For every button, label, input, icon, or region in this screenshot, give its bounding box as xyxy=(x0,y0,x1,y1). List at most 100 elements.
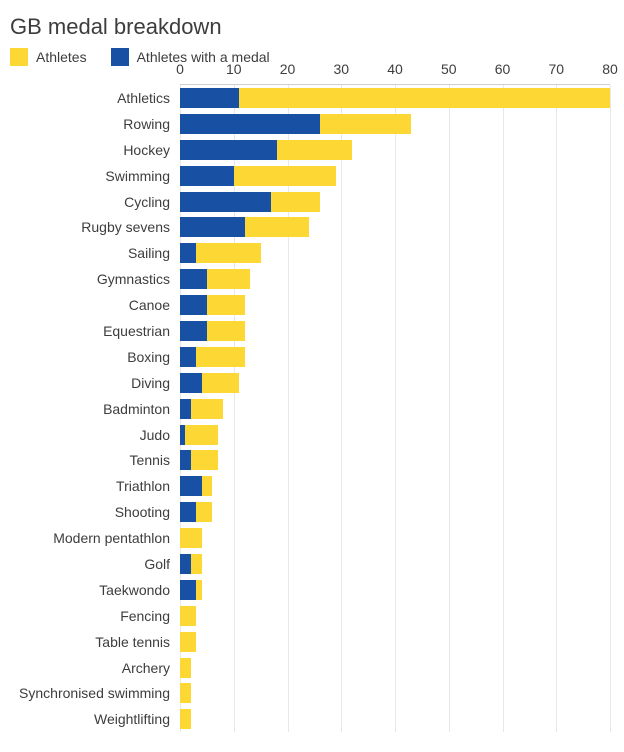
bar-segment-medal xyxy=(180,243,196,263)
bar-row: Boxing xyxy=(180,344,610,370)
gridline xyxy=(610,85,611,732)
bar-segment-medal xyxy=(180,321,207,341)
bar-row: Weightlifting xyxy=(180,706,610,732)
row-label: Rugby sevens xyxy=(10,219,180,235)
bar xyxy=(180,502,212,522)
bar-row: Athletics xyxy=(180,85,610,111)
row-label: Hockey xyxy=(10,142,180,158)
bar-row: Rugby sevens xyxy=(180,214,610,240)
bar-segment-medal xyxy=(180,554,191,574)
bar xyxy=(180,373,239,393)
bar xyxy=(180,658,191,678)
row-label: Taekwondo xyxy=(10,582,180,598)
bar-segment-athletes xyxy=(196,502,212,522)
x-tick-label: 0 xyxy=(176,61,184,77)
bar-row: Diving xyxy=(180,370,610,396)
row-label: Tennis xyxy=(10,452,180,468)
row-label: Canoe xyxy=(10,297,180,313)
row-label: Synchronised swimming xyxy=(10,685,180,701)
bar-segment-athletes xyxy=(196,347,244,367)
x-tick-label: 70 xyxy=(548,61,564,77)
legend-item-athletes: Athletes xyxy=(10,48,87,66)
bar-row: Gymnastics xyxy=(180,266,610,292)
plot-area: 01020304050607080AthleticsRowingHockeySw… xyxy=(180,84,610,732)
bar-row: Equestrian xyxy=(180,318,610,344)
bar-row: Swimming xyxy=(180,163,610,189)
legend-label-medal: Athletes with a medal xyxy=(137,49,270,65)
bar-segment-athletes xyxy=(271,192,319,212)
bar-row: Rowing xyxy=(180,111,610,137)
bar-row: Canoe xyxy=(180,292,610,318)
bar xyxy=(180,632,196,652)
bar xyxy=(180,321,245,341)
bar-row: Synchronised swimming xyxy=(180,680,610,706)
x-tick-label: 40 xyxy=(387,61,403,77)
bar-segment-medal xyxy=(180,399,191,419)
x-tick-label: 10 xyxy=(226,61,242,77)
bar-row: Archery xyxy=(180,655,610,681)
bar-segment-athletes xyxy=(234,166,336,186)
bar xyxy=(180,399,223,419)
bar xyxy=(180,709,191,729)
x-tick-label: 20 xyxy=(280,61,296,77)
bar-row: Hockey xyxy=(180,137,610,163)
bar-segment-athletes xyxy=(207,321,245,341)
legend-item-medal: Athletes with a medal xyxy=(111,48,270,66)
bar-segment-athletes xyxy=(180,709,191,729)
bar-segment-medal xyxy=(180,580,196,600)
bar-row: Judo xyxy=(180,422,610,448)
legend-swatch-athletes xyxy=(10,48,28,66)
bar-segment-athletes xyxy=(180,658,191,678)
bar xyxy=(180,217,309,237)
row-label: Fencing xyxy=(10,608,180,624)
bar-segment-athletes xyxy=(277,140,352,160)
bar-segment-athletes xyxy=(191,554,202,574)
bar xyxy=(180,88,610,108)
row-label: Golf xyxy=(10,556,180,572)
bar-segment-athletes xyxy=(202,476,213,496)
row-label: Athletics xyxy=(10,90,180,106)
bar-segment-medal xyxy=(180,450,191,470)
bar-row: Fencing xyxy=(180,603,610,629)
bar-segment-medal xyxy=(180,476,202,496)
bar-segment-medal xyxy=(180,88,239,108)
bar-row: Tennis xyxy=(180,447,610,473)
bar xyxy=(180,554,202,574)
chart-title: GB medal breakdown xyxy=(10,14,614,40)
bar-segment-athletes xyxy=(196,243,261,263)
chart-area: 01020304050607080AthleticsRowingHockeySw… xyxy=(180,84,614,732)
bar-segment-medal xyxy=(180,347,196,367)
bar-segment-athletes xyxy=(207,269,250,289)
row-label: Gymnastics xyxy=(10,271,180,287)
row-label: Table tennis xyxy=(10,634,180,650)
bar-row: Triathlon xyxy=(180,473,610,499)
bar-segment-medal xyxy=(180,217,245,237)
bar-segment-athletes xyxy=(202,373,240,393)
row-label: Archery xyxy=(10,660,180,676)
bar-segment-medal xyxy=(180,140,277,160)
bar xyxy=(180,683,191,703)
bar xyxy=(180,269,250,289)
bar-segment-medal xyxy=(180,373,202,393)
bar xyxy=(180,528,202,548)
bar-segment-athletes xyxy=(239,88,610,108)
bar-row: Modern pentathlon xyxy=(180,525,610,551)
bar xyxy=(180,295,245,315)
bar-segment-athletes xyxy=(180,528,202,548)
bar-segment-athletes xyxy=(185,425,217,445)
bar xyxy=(180,580,202,600)
bar-segment-athletes xyxy=(191,399,223,419)
row-label: Weightlifting xyxy=(10,711,180,727)
bar-segment-medal xyxy=(180,295,207,315)
bar xyxy=(180,243,261,263)
x-tick-label: 50 xyxy=(441,61,457,77)
bar-segment-athletes xyxy=(180,632,196,652)
legend: Athletes Athletes with a medal xyxy=(10,48,614,66)
bar-row: Table tennis xyxy=(180,629,610,655)
bar xyxy=(180,114,411,134)
bar xyxy=(180,166,336,186)
row-label: Diving xyxy=(10,375,180,391)
bar xyxy=(180,140,352,160)
bar xyxy=(180,347,245,367)
bar xyxy=(180,476,212,496)
